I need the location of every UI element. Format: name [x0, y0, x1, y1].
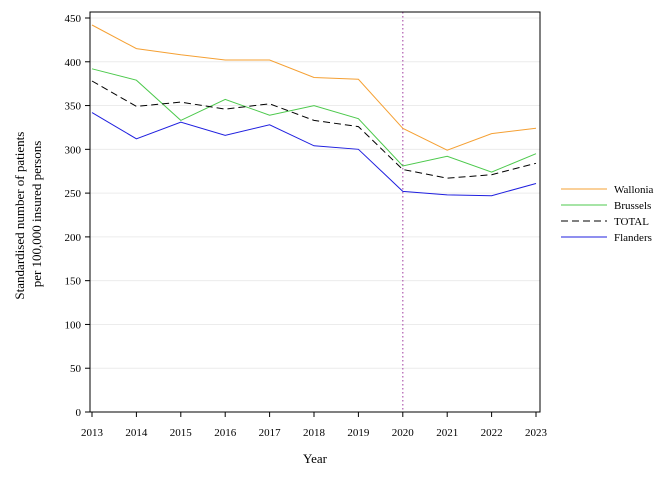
- x-tick-label: 2014: [125, 427, 148, 439]
- x-tick-label: 2021: [436, 427, 458, 439]
- y-axis-title-line-1: Standardised number of patients: [12, 132, 27, 300]
- x-tick-label: 2013: [81, 427, 104, 439]
- x-tick-label: 2020: [392, 427, 415, 439]
- x-tick-label: 2023: [525, 427, 548, 439]
- legend-label-total: TOTAL: [614, 216, 649, 228]
- y-tick-label: 400: [65, 57, 82, 69]
- x-tick-label: 2016: [214, 427, 237, 439]
- plot-frame: [89, 11, 541, 413]
- legend: Wallonia Brussels TOTAL Flanders: [561, 184, 654, 244]
- series-line-wallonia: [91, 24, 537, 151]
- y-tick-label: 250: [65, 188, 82, 200]
- y-tick-label: 150: [65, 276, 82, 288]
- legend-label-flanders: Flanders: [614, 232, 652, 244]
- series-lines: [91, 24, 537, 197]
- y-tick-label: 50: [70, 363, 82, 375]
- x-tick-label: 2018: [303, 427, 326, 439]
- series-line-brussels: [91, 68, 537, 173]
- legend-label-brussels: Brussels: [614, 200, 651, 212]
- gridlines: [90, 17, 540, 369]
- y-tick-label: 0: [76, 407, 82, 419]
- y-tick-label: 300: [65, 144, 82, 156]
- x-axis: 2013 2014 2015 2016 2017 2018 2019 2020 2021 2022…: [81, 412, 548, 439]
- y-tick-label: 450: [65, 13, 82, 25]
- series-line-flanders: [91, 112, 537, 197]
- y-axis-title-line-2: per 100,000 insured persons: [29, 141, 44, 288]
- x-axis-title: Year: [303, 451, 328, 466]
- y-axis-title: Standardised number of patients per 100,…: [12, 128, 44, 299]
- y-tick-label: 200: [65, 232, 82, 244]
- y-axis: 0 50 100 150 200 250 300 350 400 450: [65, 13, 90, 419]
- x-tick-label: 2017: [259, 427, 282, 439]
- series-line-total: [91, 80, 537, 179]
- y-tick-label: 350: [65, 101, 82, 113]
- legend-label-wallonia: Wallonia: [614, 184, 654, 196]
- x-tick-label: 2022: [481, 427, 503, 439]
- x-tick-label: 2019: [347, 427, 370, 439]
- y-tick-label: 100: [65, 319, 82, 331]
- x-tick-label: 2015: [170, 427, 193, 439]
